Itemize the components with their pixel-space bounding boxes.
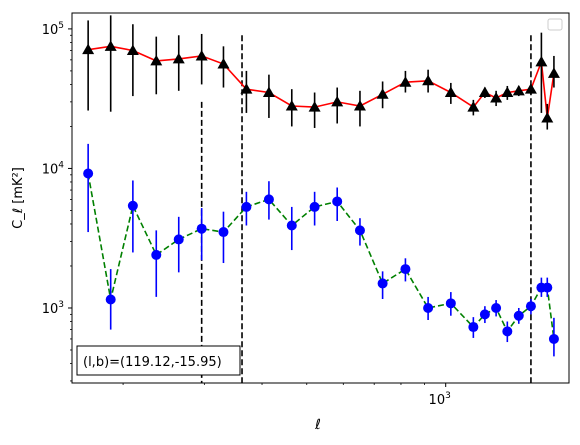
- series-2-point: [377, 278, 388, 289]
- series-2-point: [423, 302, 434, 313]
- series-1-point: [399, 76, 412, 87]
- series-2-point: [491, 302, 502, 313]
- series-1-point: [308, 101, 321, 112]
- series-2-point: [502, 326, 513, 337]
- series-2-point: [151, 249, 162, 260]
- series-1-point: [262, 86, 275, 98]
- series-1-point: [217, 58, 230, 69]
- plot-area: [72, 13, 569, 383]
- y-tick-label: 104: [42, 160, 65, 177]
- series-1-point: [240, 83, 253, 94]
- series-1-point: [331, 95, 344, 107]
- x-axis-label: ℓ: [314, 417, 321, 433]
- series-2-point: [105, 294, 116, 305]
- series-2-point: [468, 322, 479, 333]
- series-2-point: [127, 200, 138, 211]
- series-1-point: [478, 86, 491, 98]
- series-2-point: [479, 309, 490, 320]
- series-layer: [82, 15, 560, 357]
- series-2-point: [309, 201, 320, 212]
- series-1-point: [376, 88, 389, 99]
- series-2-point: [525, 301, 536, 312]
- series-2-point: [83, 168, 94, 179]
- series-1-point: [285, 100, 298, 111]
- x-tick-label: 103: [429, 391, 451, 408]
- series-2-point: [400, 264, 411, 275]
- y-tick-label: 103: [42, 300, 64, 317]
- series-2-point: [548, 333, 559, 344]
- series-2-point: [196, 223, 207, 234]
- series-1-point: [172, 52, 185, 64]
- series-1-point: [490, 91, 503, 103]
- y-axis-label: C_ℓ [mK²]: [11, 167, 26, 229]
- series-2-point: [263, 194, 274, 205]
- series-2-point: [332, 196, 343, 207]
- series-2-point: [218, 227, 229, 238]
- series-1-point: [467, 101, 480, 112]
- series-1-point: [524, 83, 537, 94]
- series-2-point: [286, 220, 297, 231]
- series-2-point: [173, 234, 184, 245]
- series-1-point: [104, 40, 117, 51]
- series-2-point: [241, 201, 252, 212]
- annotation-text: (l,b)=(119.12,-15.95): [83, 355, 222, 370]
- series-1-point: [512, 84, 525, 96]
- series-1-point: [82, 43, 95, 55]
- annotation-box: [76, 345, 241, 376]
- series-2-point: [542, 282, 553, 293]
- series-1-point: [547, 67, 560, 78]
- series-1-point: [541, 111, 554, 123]
- ticks-layer: 103 104 105 103: [42, 21, 451, 408]
- series-1-point: [195, 49, 208, 61]
- series-1-point: [444, 86, 457, 98]
- series-1-point: [126, 44, 139, 56]
- legend-box[interactable]: [547, 18, 563, 31]
- series-1-point: [501, 86, 514, 98]
- series-1-point: [150, 54, 163, 66]
- series-2-point: [513, 310, 524, 321]
- y-tick-label: 105: [42, 21, 64, 38]
- series-2-point: [445, 298, 456, 309]
- series-1-point: [422, 74, 435, 86]
- series-1-point: [535, 55, 548, 67]
- series-2-point: [354, 225, 365, 236]
- plot-frame: [71, 12, 570, 384]
- series-1-point: [353, 100, 366, 111]
